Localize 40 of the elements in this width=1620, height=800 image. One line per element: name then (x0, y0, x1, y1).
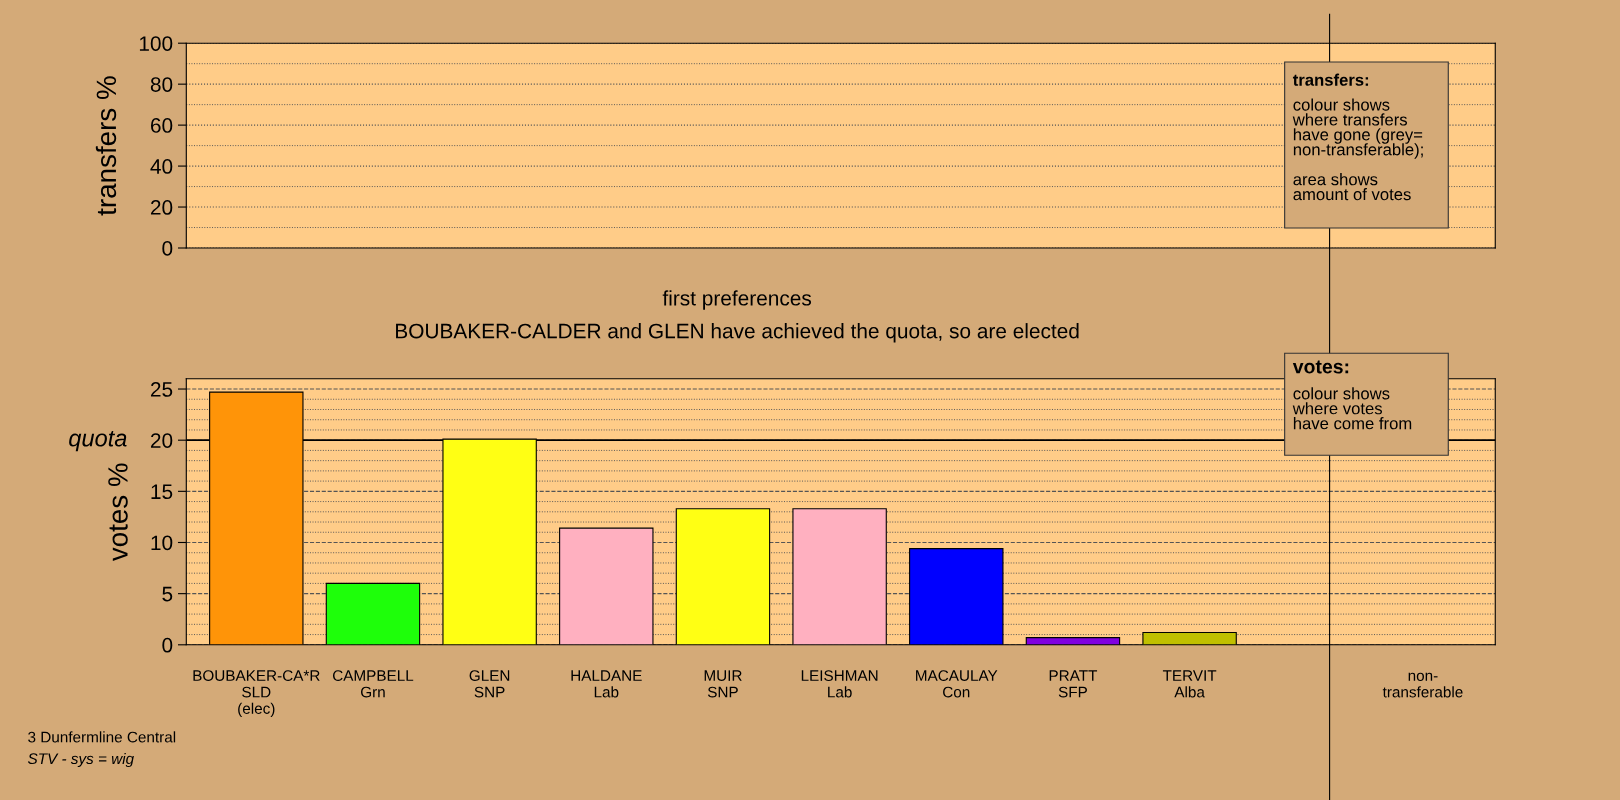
x-tick-label: GLEN SNP (469, 670, 510, 698)
y-tick-label: 0 (162, 241, 173, 256)
bar (792, 508, 887, 645)
y-tick-label: 80 (150, 77, 173, 92)
annotation: colour shows where votes have come from (1292, 387, 1412, 430)
bar (675, 508, 771, 645)
bar (1142, 631, 1237, 645)
y-tick-label: 15 (151, 484, 173, 500)
x-tick-label: PRATT SFP (1049, 670, 1098, 698)
x-tick-label: TERVIT Alba (1162, 670, 1217, 698)
x-tick-label: CAMPBELL Grn (332, 670, 414, 698)
y-tick-label: 20 (150, 433, 173, 448)
y-tick-label: 5 (162, 586, 173, 602)
y-tick-label: 60 (150, 118, 173, 133)
y-tick-label: 10 (151, 535, 173, 551)
y-tick-label: 0 (162, 637, 173, 653)
bar (1025, 637, 1121, 645)
bar (909, 548, 1004, 645)
y-tick-label: 100 (139, 36, 173, 51)
y-axis-title: votes % (108, 463, 128, 562)
y-axis-title: transfers % (95, 76, 117, 216)
x-tick-label: LEISHMAN Lab (801, 670, 878, 698)
annotation: transfers: (1292, 73, 1369, 86)
chart-title: first preferences (662, 290, 812, 310)
ref-line-label: quota (69, 431, 127, 452)
y-tick-label: 25 (150, 382, 173, 397)
text: 3 Dunfermline Central (28, 731, 176, 743)
y-tick-label: 40 (150, 159, 173, 174)
bar (325, 582, 421, 645)
x-tick-label: MUIR SNP (704, 670, 742, 698)
x-tick-label: BOUBAKER-CA*R SLD (elec) (193, 670, 320, 717)
annotation: colour shows where transfers have gone (grey= non-transferable); area shows amount of votes (1292, 98, 1423, 201)
chart-subtitle: BOUBAKER-CALDER and GLEN have achieved the quota, so are elected (396, 323, 1079, 343)
text: STV - sys = wig (27, 752, 134, 768)
x-tick-label: MACAULAY Con (916, 670, 998, 698)
y-tick-label: 20 (150, 200, 173, 215)
x-tick-label: HALDANE Lab (571, 670, 642, 698)
x-tick-label: non- transferable (1382, 672, 1463, 698)
bar (559, 527, 654, 645)
text: votes: (1292, 360, 1349, 374)
